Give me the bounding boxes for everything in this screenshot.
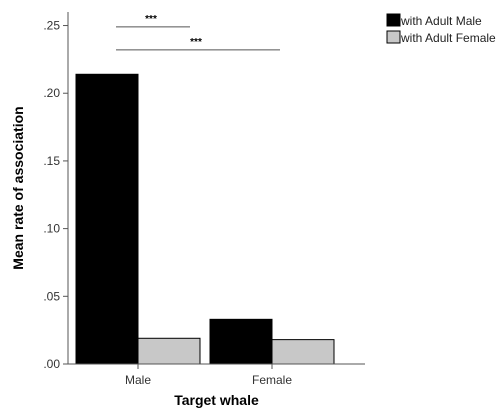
x-tick-label-male: Male — [125, 373, 151, 387]
significance-annotations: *** *** — [116, 14, 280, 51]
significance-label: *** — [190, 37, 202, 48]
y-axis-ticks: .00 .05 .10 .15 .20 .25 — [43, 19, 68, 371]
legend-swatch — [386, 30, 401, 44]
x-tick-label-female: Female — [252, 373, 292, 387]
legend: with Adult Male with Adult Female — [386, 13, 496, 45]
bar-female-with-adult-male — [209, 318, 273, 365]
y-axis-title: Mean rate of association — [10, 106, 26, 269]
y-tick-label: .05 — [43, 289, 60, 303]
bars-layer — [75, 73, 335, 365]
x-axis-title: Target whale — [174, 392, 259, 408]
significance-label: *** — [145, 14, 157, 25]
legend-label: with Adult Female — [400, 31, 496, 45]
y-tick-label: .00 — [43, 357, 60, 371]
bar-male-with-adult-female — [137, 337, 201, 365]
y-tick-label: .10 — [43, 222, 60, 236]
y-tick-label: .15 — [43, 154, 60, 168]
y-tick-label: .20 — [43, 86, 60, 100]
legend-swatch — [386, 13, 401, 27]
bar-male-with-adult-male — [75, 73, 139, 365]
x-axis-ticks: Male Female — [125, 364, 292, 387]
y-tick-label: .25 — [43, 19, 60, 33]
bar-female-with-adult-female — [271, 339, 335, 365]
legend-label: with Adult Male — [400, 14, 482, 28]
